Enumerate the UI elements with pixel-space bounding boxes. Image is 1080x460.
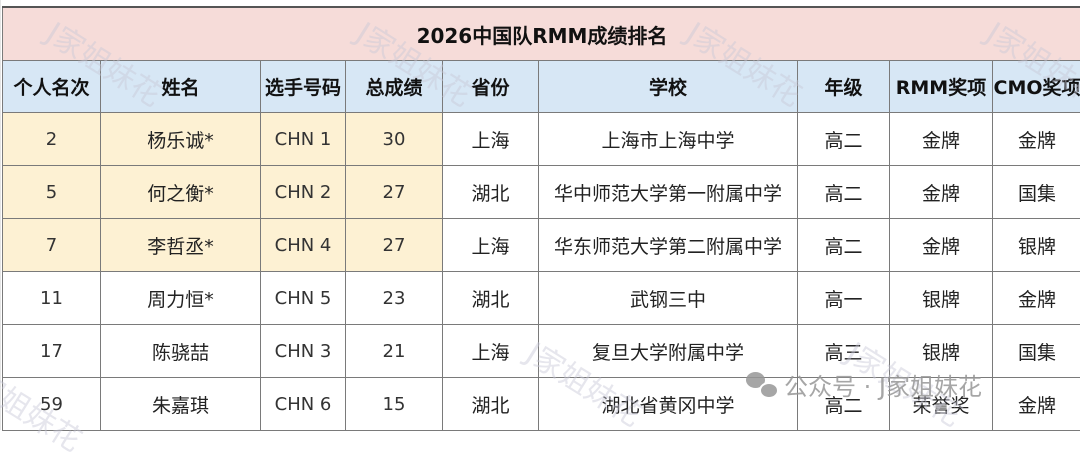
cell-province: 湖北 <box>443 166 539 219</box>
header-cmo-award: CMO奖项 <box>993 61 1080 113</box>
cell-rmm-award: 银牌 <box>890 325 993 378</box>
cell-rank: 7 <box>3 219 101 272</box>
cell-school: 湖北省黄冈中学 <box>539 378 798 431</box>
cell-grade: 高二 <box>798 166 890 219</box>
cell-name: 何之衡* <box>101 166 261 219</box>
cell-grade: 高二 <box>798 219 890 272</box>
header-id: 选手号码 <box>261 61 346 113</box>
cell-name: 朱嘉琪 <box>101 378 261 431</box>
cell-id: CHN 2 <box>261 166 346 219</box>
cell-school: 上海市上海中学 <box>539 113 798 166</box>
cell-cmo-award: 金牌 <box>993 378 1080 431</box>
cell-rank: 17 <box>3 325 101 378</box>
cell-grade: 高二 <box>798 378 890 431</box>
cell-name: 陈骁喆 <box>101 325 261 378</box>
cell-score: 27 <box>346 166 443 219</box>
cell-rmm-award: 金牌 <box>890 219 993 272</box>
header-grade: 年级 <box>798 61 890 113</box>
cell-rmm-award: 荣誉奖 <box>890 378 993 431</box>
cell-rmm-award: 银牌 <box>890 272 993 325</box>
cell-id: CHN 3 <box>261 325 346 378</box>
cell-name: 李哲丞* <box>101 219 261 272</box>
header-row: 个人名次 姓名 选手号码 总成绩 省份 学校 年级 RMM奖项 CMO奖项 <box>3 61 1080 113</box>
cell-score: 30 <box>346 113 443 166</box>
header-school: 学校 <box>539 61 798 113</box>
cell-rank: 2 <box>3 113 101 166</box>
cell-school: 武钢三中 <box>539 272 798 325</box>
cell-name: 杨乐诚* <box>101 113 261 166</box>
cell-cmo-award: 国集 <box>993 166 1080 219</box>
cell-grade: 高二 <box>798 113 890 166</box>
cell-province: 上海 <box>443 325 539 378</box>
ranking-table-container: 2026中国队RMM成绩排名 个人名次 姓名 选手号码 总成绩 省份 学校 年级… <box>0 0 1080 430</box>
cell-cmo-award: 金牌 <box>993 272 1080 325</box>
cell-rank: 11 <box>3 272 101 325</box>
cell-id: CHN 1 <box>261 113 346 166</box>
cell-cmo-award: 银牌 <box>993 219 1080 272</box>
cell-name: 周力恒* <box>101 272 261 325</box>
header-score: 总成绩 <box>346 61 443 113</box>
cell-province: 上海 <box>443 219 539 272</box>
cell-rmm-award: 金牌 <box>890 113 993 166</box>
cell-id: CHN 6 <box>261 378 346 431</box>
cell-score: 23 <box>346 272 443 325</box>
cell-id: CHN 4 <box>261 219 346 272</box>
cell-province: 湖北 <box>443 378 539 431</box>
cell-cmo-award: 国集 <box>993 325 1080 378</box>
cell-id: CHN 5 <box>261 272 346 325</box>
cell-grade: 高三 <box>798 325 890 378</box>
cell-grade: 高一 <box>798 272 890 325</box>
header-name: 姓名 <box>101 61 261 113</box>
cell-school: 华中师范大学第一附属中学 <box>539 166 798 219</box>
cell-score: 27 <box>346 219 443 272</box>
header-rank: 个人名次 <box>3 61 101 113</box>
header-rmm-award: RMM奖项 <box>890 61 993 113</box>
cell-province: 上海 <box>443 113 539 166</box>
cell-rmm-award: 金牌 <box>890 166 993 219</box>
ranking-table: 2026中国队RMM成绩排名 个人名次 姓名 选手号码 总成绩 省份 学校 年级… <box>2 6 1080 431</box>
header-province: 省份 <box>443 61 539 113</box>
cell-province: 湖北 <box>443 272 539 325</box>
cell-cmo-award: 金牌 <box>993 113 1080 166</box>
cell-school: 复旦大学附属中学 <box>539 325 798 378</box>
cell-rank: 59 <box>3 378 101 431</box>
table-title: 2026中国队RMM成绩排名 <box>3 7 1080 61</box>
cell-school: 华东师范大学第二附属中学 <box>539 219 798 272</box>
cell-score: 15 <box>346 378 443 431</box>
cell-score: 21 <box>346 325 443 378</box>
cell-rank: 5 <box>3 166 101 219</box>
